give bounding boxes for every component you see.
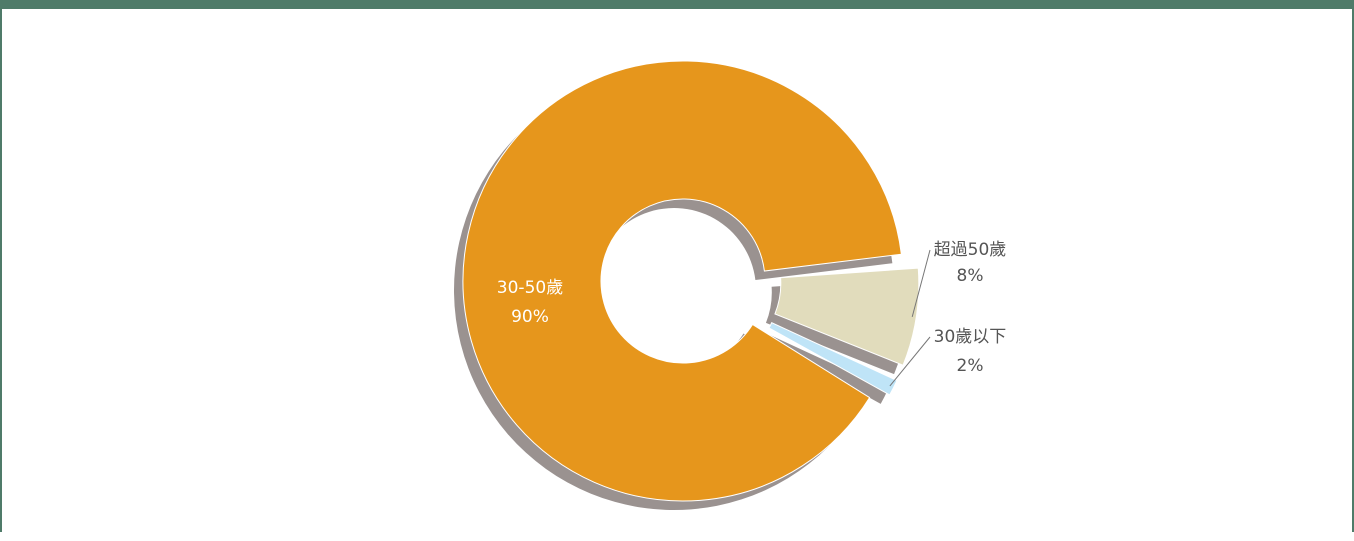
leader-line-2: [911, 249, 931, 318]
slice-3: [768, 321, 898, 396]
label-category-1: 30-50歲: [497, 278, 563, 298]
label-value-2: 8%: [957, 266, 984, 286]
label-category-2: 超過50歲: [934, 240, 1007, 260]
label-category-3: 30歲以下: [934, 327, 1007, 347]
slices: [462, 60, 920, 502]
label-value-3: 2%: [957, 356, 984, 376]
leader-line-3: [889, 336, 931, 387]
label-value-1: 90%: [511, 307, 549, 327]
data-labels: 30-50歲 90% 超過50歲 8% 30歲以下 2%: [497, 240, 1007, 376]
leader-lines: [889, 249, 931, 387]
donut-chart: 30-50歲 90% 超過50歲 8% 30歲以下 2%: [454, 60, 1007, 510]
slice-1: [462, 60, 902, 502]
